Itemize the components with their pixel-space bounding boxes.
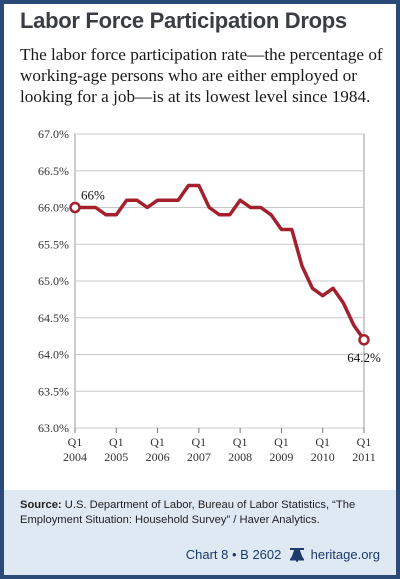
site-link[interactable]: heritage.org xyxy=(310,547,380,562)
y-tick-label: 63.0% xyxy=(38,421,69,435)
endpoint-marker xyxy=(69,201,81,214)
y-tick-label: 65.0% xyxy=(38,274,69,288)
x-tick-label: Q1 xyxy=(274,435,289,449)
x-tick-label: Q1 xyxy=(315,435,330,449)
x-tick-label: Q1 xyxy=(109,435,124,449)
chart-panel: Labor Force Participation Drops The labo… xyxy=(4,4,396,490)
x-tick-year: 2009 xyxy=(269,450,293,464)
chart-reference: Chart 8 • B 2602 xyxy=(185,547,282,562)
source-prefix: Source: xyxy=(20,499,62,511)
annotation-label: 66% xyxy=(81,188,105,203)
x-tick-label: Q1 xyxy=(233,435,248,449)
y-tick-label: 64.0% xyxy=(38,348,69,362)
line-chart: 63.0% 63.5% 64.0% 64.5% 65.0% 65.5% 66.0% 66.5%… xyxy=(38,127,381,464)
liberty-bell-icon xyxy=(289,548,304,562)
x-tick-label: Q1 xyxy=(150,435,165,449)
y-tick-label: 66.0% xyxy=(38,201,69,215)
y-tick-label: 67.0% xyxy=(38,127,69,141)
y-tick-label: 66.5% xyxy=(38,164,69,178)
y-tick-label: 64.5% xyxy=(38,311,69,325)
x-tick-year: 2004 xyxy=(63,450,87,464)
x-tick-year: 2006 xyxy=(146,450,170,464)
participation-rate-line xyxy=(73,183,366,342)
chart-title: Labor Force Participation Drops xyxy=(20,8,347,33)
y-tick-label: 63.5% xyxy=(38,384,69,398)
x-tick-year: 2005 xyxy=(104,450,128,464)
x-tick-label: Q1 xyxy=(192,435,207,449)
chart-subtitle: The labor force participation rate—the p… xyxy=(20,45,383,106)
source-text: U.S. Department of Labor, Bureau of Labo… xyxy=(20,499,356,526)
footer: Chart 8 • B 2602 heritage.org xyxy=(186,547,380,562)
source-note: Source: U.S. Department of Labor, Bureau… xyxy=(20,498,390,528)
x-tick-label: Q1 xyxy=(357,435,372,449)
x-tick-year: 2008 xyxy=(228,450,252,464)
annotation-label: 64.2% xyxy=(347,350,381,365)
endpoint-marker xyxy=(358,334,370,346)
x-tick-year: 2011 xyxy=(352,450,376,464)
x-tick-year: 2007 xyxy=(187,450,211,464)
x-tick-year: 2010 xyxy=(311,450,335,464)
x-tick-label: Q1 xyxy=(68,435,83,449)
y-tick-label: 65.5% xyxy=(38,237,69,251)
